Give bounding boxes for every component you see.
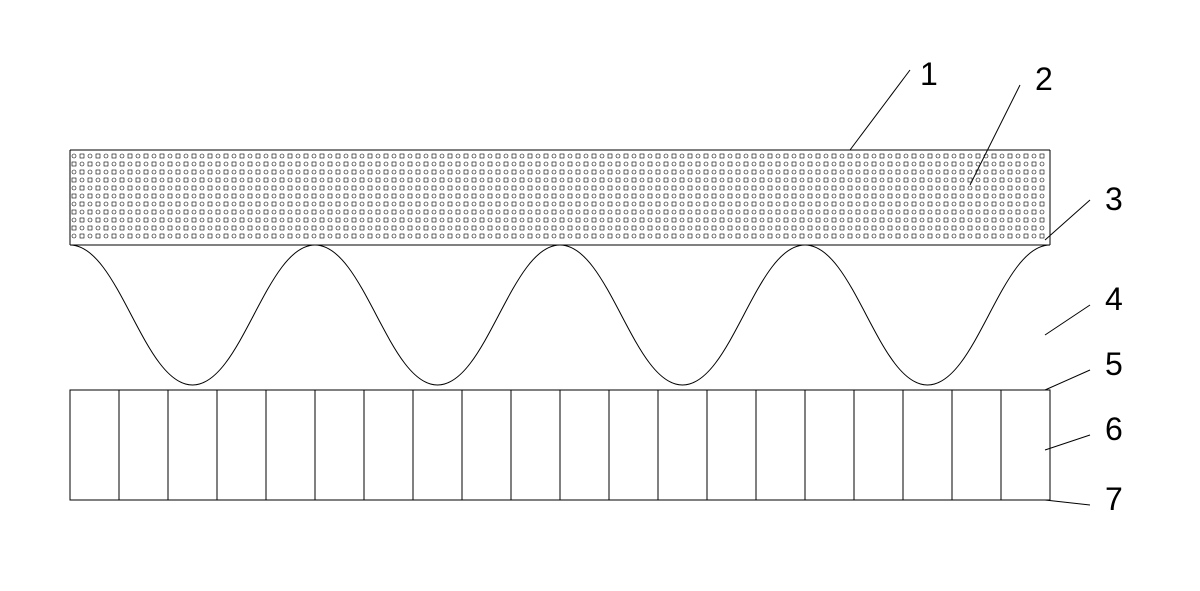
diagram-svg: 1 2 3 4 5 6 7	[50, 30, 1150, 560]
label-6: 6	[1105, 411, 1123, 447]
label-2: 2	[1035, 61, 1053, 97]
label-3: 3	[1105, 181, 1123, 217]
label-4: 4	[1105, 281, 1123, 317]
label-7: 7	[1105, 481, 1123, 517]
cross-section-diagram: 1 2 3 4 5 6 7	[50, 30, 1150, 560]
label-5: 5	[1105, 346, 1123, 382]
label-1: 1	[920, 56, 938, 92]
